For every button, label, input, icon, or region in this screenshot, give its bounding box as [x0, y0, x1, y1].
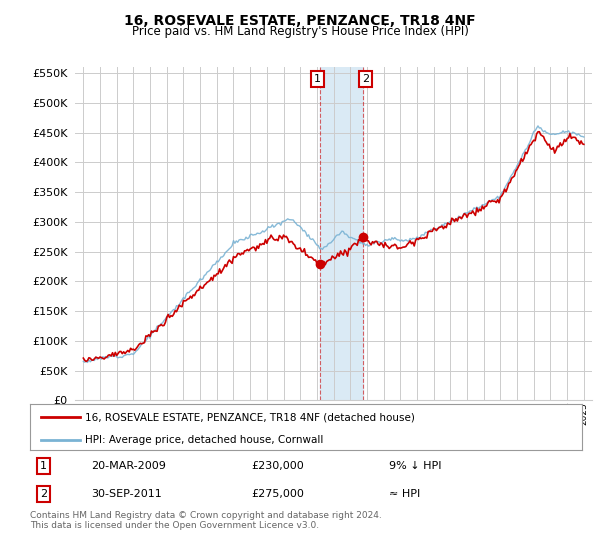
- Text: Price paid vs. HM Land Registry's House Price Index (HPI): Price paid vs. HM Land Registry's House …: [131, 25, 469, 38]
- Text: 2: 2: [40, 489, 47, 499]
- Text: 2: 2: [362, 74, 369, 84]
- Text: ≈ HPI: ≈ HPI: [389, 489, 420, 499]
- Text: 9% ↓ HPI: 9% ↓ HPI: [389, 461, 442, 471]
- Text: 20-MAR-2009: 20-MAR-2009: [91, 461, 166, 471]
- Text: £230,000: £230,000: [251, 461, 304, 471]
- Text: 16, ROSEVALE ESTATE, PENZANCE, TR18 4NF: 16, ROSEVALE ESTATE, PENZANCE, TR18 4NF: [124, 14, 476, 28]
- Text: 16, ROSEVALE ESTATE, PENZANCE, TR18 4NF (detached house): 16, ROSEVALE ESTATE, PENZANCE, TR18 4NF …: [85, 412, 415, 422]
- Text: Contains HM Land Registry data © Crown copyright and database right 2024.
This d: Contains HM Land Registry data © Crown c…: [30, 511, 382, 530]
- Text: £275,000: £275,000: [251, 489, 304, 499]
- Bar: [320, 67, 363, 400]
- Text: 1: 1: [40, 461, 47, 471]
- Text: HPI: Average price, detached house, Cornwall: HPI: Average price, detached house, Corn…: [85, 435, 323, 445]
- Text: 30-SEP-2011: 30-SEP-2011: [91, 489, 161, 499]
- Text: 1: 1: [314, 74, 321, 84]
